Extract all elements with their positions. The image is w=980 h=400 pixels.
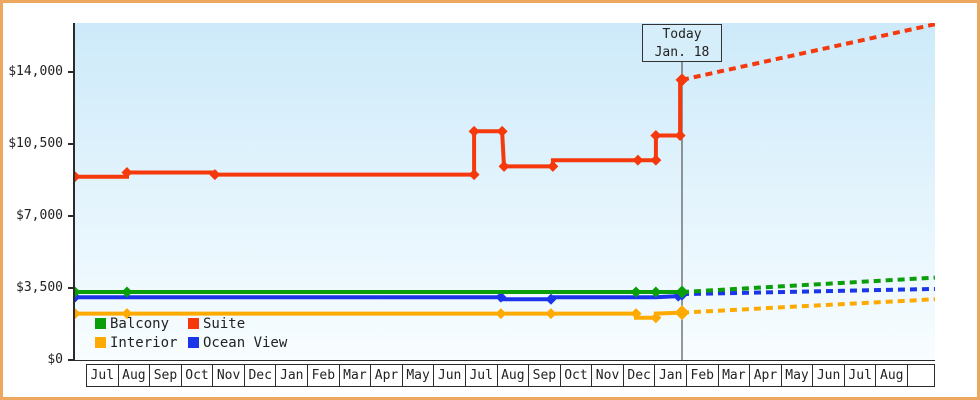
data-point-marker — [630, 308, 642, 320]
month-cell: Mar — [338, 364, 372, 387]
legend-swatch-icon — [188, 337, 199, 348]
series-projection-balcony — [681, 275, 935, 295]
x-axis-spacer — [73, 364, 86, 387]
month-cell: Mar — [717, 364, 751, 387]
data-point-marker — [496, 125, 508, 137]
data-point-marker — [75, 286, 81, 298]
data-point-marker — [75, 171, 81, 183]
legend-item: Suite — [188, 316, 245, 332]
legend-item: Interior — [95, 335, 188, 351]
y-axis-label: $3,500 — [16, 279, 63, 295]
series-projection-ocean-view — [681, 286, 935, 297]
data-point-marker — [650, 129, 662, 141]
legend-swatch-icon — [95, 318, 106, 329]
month-cell: Jul — [464, 364, 498, 387]
month-cell: Aug — [117, 364, 151, 387]
y-axis-label: $14,000 — [8, 63, 63, 79]
data-point-marker — [495, 291, 507, 303]
data-point-marker — [121, 286, 133, 298]
legend-label: Suite — [203, 315, 246, 332]
legend-label: Ocean View — [203, 334, 288, 351]
data-point-marker — [674, 305, 690, 321]
month-cell: Oct — [180, 364, 214, 387]
month-cell: Jun — [812, 364, 845, 387]
legend-swatch-icon — [95, 337, 106, 348]
data-point-marker — [75, 308, 81, 320]
y-axis-label: $10,500 — [8, 135, 63, 151]
month-cell: Jan — [654, 364, 687, 387]
legend: Balcony Suite Interior Ocean View — [95, 314, 287, 352]
data-point-marker — [630, 286, 642, 298]
month-cell: Jul — [86, 364, 119, 387]
x-axis-month-row: Jul Aug Sep Oct Nov Dec Jan Feb Mar Apr May Jun Jul A… — [73, 364, 936, 387]
series-line-suite — [75, 77, 683, 179]
y-axis: $0 $3,500 $7,000 $10,500 $14,000 — [3, 23, 75, 367]
data-point-marker — [650, 286, 662, 298]
y-axis-tick — [68, 142, 75, 145]
month-cell: Feb — [307, 364, 340, 387]
month-cell: Jan — [275, 364, 309, 387]
month-cell: Jun — [433, 364, 466, 387]
data-point-marker — [547, 160, 559, 172]
month-cell: Apr — [749, 364, 782, 387]
data-point-marker — [545, 293, 557, 305]
series-line-ocean-view — [75, 292, 683, 302]
legend-label: Interior — [110, 334, 178, 351]
data-point-marker — [121, 308, 133, 320]
today-flag-title: Today — [662, 27, 702, 42]
data-point-marker — [468, 169, 480, 181]
month-cell: Nov — [212, 364, 245, 387]
y-axis-tick — [68, 214, 75, 217]
month-cell: Aug — [496, 364, 530, 387]
legend-swatch-icon — [188, 318, 199, 329]
legend-label: Balcony — [110, 315, 170, 332]
data-point-marker — [675, 285, 689, 299]
month-cell: Feb — [685, 364, 719, 387]
month-cell: Dec — [243, 364, 277, 387]
month-cell: Sep — [528, 364, 561, 387]
data-point-marker — [121, 167, 133, 179]
data-point-marker — [498, 160, 510, 172]
y-axis-tick — [68, 286, 75, 289]
month-cell-empty — [907, 364, 936, 387]
data-point-marker — [468, 125, 480, 137]
legend-item: Ocean View — [188, 335, 287, 351]
data-point-marker — [209, 169, 221, 181]
data-point-marker — [650, 312, 662, 324]
today-flag: Today Jan. 18 — [642, 24, 722, 62]
legend-item: Balcony — [95, 316, 188, 332]
month-cell: Sep — [149, 364, 182, 387]
today-flag-date: Jan. 18 — [654, 45, 710, 60]
series-projection-interior — [681, 297, 935, 315]
month-cell: Jul — [843, 364, 877, 387]
data-point-marker — [495, 308, 507, 320]
y-axis-tick — [68, 359, 75, 361]
y-axis-tick — [68, 70, 75, 73]
chart-canvas — [75, 23, 935, 360]
data-point-marker — [632, 154, 644, 166]
month-cell: Nov — [591, 364, 624, 387]
plot-area: Balcony Suite Interior Ocean View — [73, 23, 935, 361]
month-cell: May — [780, 364, 814, 387]
month-cell: Apr — [370, 364, 403, 387]
data-point-marker — [675, 73, 689, 87]
month-cell: Dec — [622, 364, 656, 387]
month-cell: Oct — [559, 364, 593, 387]
y-axis-label: $7,000 — [16, 207, 63, 223]
data-point-marker — [545, 308, 557, 320]
data-point-marker — [650, 154, 662, 166]
y-axis-label: $0 — [47, 352, 63, 367]
month-cell: Aug — [875, 364, 909, 387]
data-point-marker — [674, 129, 686, 141]
month-cell: May — [401, 364, 435, 387]
